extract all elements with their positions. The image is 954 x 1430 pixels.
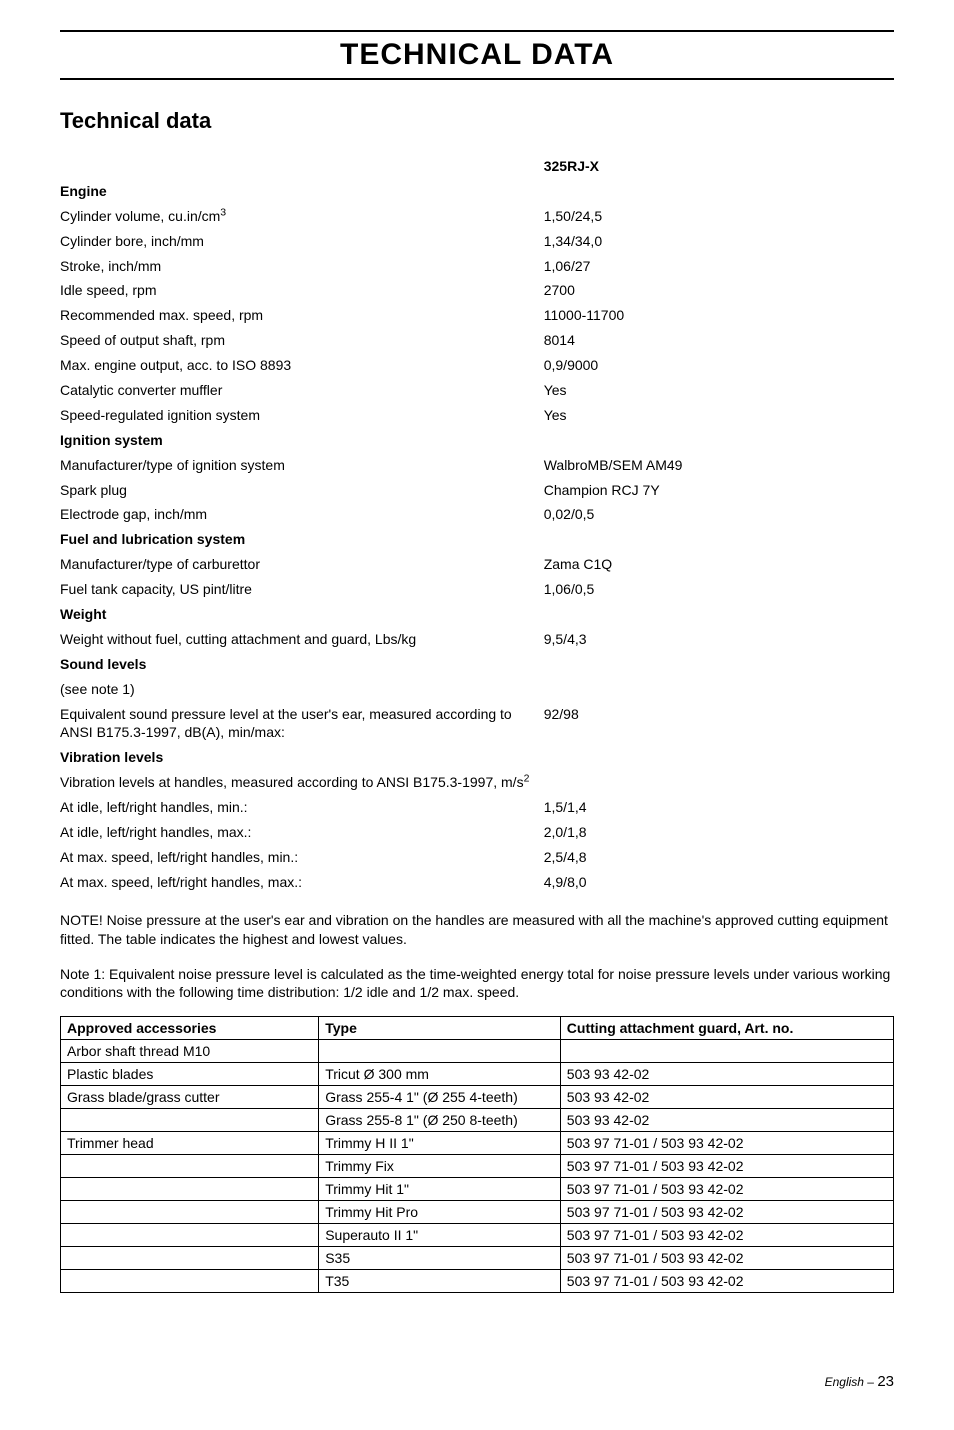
acc-cell: Trimmer head	[61, 1132, 319, 1155]
acc-cell: 503 93 42-02	[560, 1063, 893, 1086]
acc-cell	[61, 1155, 319, 1178]
acc-cell	[61, 1178, 319, 1201]
spec-row-label: At max. speed, left/right handles, min.:	[60, 845, 544, 870]
acc-col-header: Type	[319, 1017, 561, 1040]
acc-cell	[61, 1270, 319, 1293]
acc-cell	[560, 1040, 893, 1063]
acc-cell: T35	[319, 1270, 561, 1293]
spec-row-label: Cylinder bore, inch/mm	[60, 229, 544, 254]
spec-section-heading: Weight	[60, 602, 544, 627]
spec-row-label: At idle, left/right handles, max.:	[60, 820, 544, 845]
spec-row-label: Weight without fuel, cutting attachment …	[60, 627, 544, 652]
acc-cell: Arbor shaft thread M10	[61, 1040, 319, 1063]
acc-cell: Trimmy Hit 1"	[319, 1178, 561, 1201]
spec-row-label: (see note 1)	[60, 677, 544, 702]
spec-row-label: Fuel tank capacity, US pint/litre	[60, 577, 544, 602]
spec-row-value: 1,06/0,5	[544, 577, 894, 602]
acc-cell: 503 93 42-02	[560, 1086, 893, 1109]
spec-row-label: At idle, left/right handles, min.:	[60, 795, 544, 820]
spec-row-label: Manufacturer/type of carburettor	[60, 552, 544, 577]
spec-row-value	[544, 677, 894, 702]
spec-row-value: 1,5/1,4	[544, 795, 894, 820]
spec-row-label: Vibration levels at handles, measured ac…	[60, 770, 544, 795]
spec-row-value: 8014	[544, 328, 894, 353]
spec-row-value: 11000-11700	[544, 303, 894, 328]
footer-language: English	[825, 1375, 864, 1389]
spec-row-label: Electrode gap, inch/mm	[60, 502, 544, 527]
acc-cell: 503 97 71-01 / 503 93 42-02	[560, 1155, 893, 1178]
spec-row-value: 9,5/4,3	[544, 627, 894, 652]
acc-cell: Grass 255-4 1" (Ø 255 4-teeth)	[319, 1086, 561, 1109]
acc-cell	[61, 1247, 319, 1270]
model-header: 325RJ-X	[544, 154, 894, 179]
acc-cell: S35	[319, 1247, 561, 1270]
spec-row-label: Idle speed, rpm	[60, 278, 544, 303]
spec-row-label: Manufacturer/type of ignition system	[60, 453, 544, 478]
spec-section-heading: Fuel and lubrication system	[60, 527, 544, 552]
note-text: NOTE! Noise pressure at the user's ear a…	[60, 911, 894, 949]
acc-cell	[61, 1224, 319, 1247]
spec-row-value: 1,06/27	[544, 254, 894, 279]
spec-row-value: WalbroMB/SEM AM49	[544, 453, 894, 478]
spec-row-value: Yes	[544, 378, 894, 403]
acc-cell: 503 97 71-01 / 503 93 42-02	[560, 1132, 893, 1155]
footer-separator: –	[864, 1375, 877, 1389]
spec-section-heading: Engine	[60, 179, 544, 204]
spec-row-label: Speed of output shaft, rpm	[60, 328, 544, 353]
spec-row-label: Cylinder volume, cu.in/cm3	[60, 204, 544, 229]
acc-col-header: Cutting attachment guard, Art. no.	[560, 1017, 893, 1040]
spec-row-value: Champion RCJ 7Y	[544, 478, 894, 503]
acc-cell: 503 97 71-01 / 503 93 42-02	[560, 1224, 893, 1247]
spec-section-heading: Sound levels	[60, 652, 544, 677]
note-text: Note 1: Equivalent noise pressure level …	[60, 965, 894, 1003]
spec-row-label: At max. speed, left/right handles, max.:	[60, 870, 544, 895]
acc-cell: Trimmy H II 1"	[319, 1132, 561, 1155]
spec-row-label: Catalytic converter muffler	[60, 378, 544, 403]
acc-cell: Tricut Ø 300 mm	[319, 1063, 561, 1086]
section-subtitle: Technical data	[60, 108, 894, 134]
spec-row-label: Max. engine output, acc. to ISO 8893	[60, 353, 544, 378]
spec-row-label: Speed-regulated ignition system	[60, 403, 544, 428]
acc-cell: Superauto II 1"	[319, 1224, 561, 1247]
spec-table: 325RJ-X EngineCylinder volume, cu.in/cm3…	[60, 154, 894, 895]
spec-row-value: 0,9/9000	[544, 353, 894, 378]
spec-section-heading: Vibration levels	[60, 745, 544, 770]
spec-row-value: 1,34/34,0	[544, 229, 894, 254]
acc-cell: Grass blade/grass cutter	[61, 1086, 319, 1109]
acc-cell	[319, 1040, 561, 1063]
acc-cell: 503 97 71-01 / 503 93 42-02	[560, 1270, 893, 1293]
spec-row-value: Yes	[544, 403, 894, 428]
spec-row-value: 92/98	[544, 702, 894, 746]
spec-row-value: 2,0/1,8	[544, 820, 894, 845]
acc-cell: Trimmy Fix	[319, 1155, 561, 1178]
spec-row-value: 2,5/4,8	[544, 845, 894, 870]
spec-row-value: 1,50/24,5	[544, 204, 894, 229]
acc-cell: Grass 255-8 1" (Ø 250 8-teeth)	[319, 1109, 561, 1132]
acc-cell: Plastic blades	[61, 1063, 319, 1086]
acc-cell: 503 97 71-01 / 503 93 42-02	[560, 1247, 893, 1270]
accessories-table: Approved accessories Type Cutting attach…	[60, 1016, 894, 1293]
spec-row-label: Stroke, inch/mm	[60, 254, 544, 279]
acc-cell: 503 97 71-01 / 503 93 42-02	[560, 1178, 893, 1201]
acc-cell	[61, 1109, 319, 1132]
spec-row-label: Spark plug	[60, 478, 544, 503]
spec-row-label: Recommended max. speed, rpm	[60, 303, 544, 328]
spec-row-value: Zama C1Q	[544, 552, 894, 577]
acc-cell: Trimmy Hit Pro	[319, 1201, 561, 1224]
spec-row-label: Equivalent sound pressure level at the u…	[60, 702, 544, 746]
acc-cell: 503 97 71-01 / 503 93 42-02	[560, 1201, 893, 1224]
spec-row-value: 2700	[544, 278, 894, 303]
acc-col-header: Approved accessories	[61, 1017, 319, 1040]
spec-row-value	[544, 770, 894, 795]
footer-page-number: 23	[877, 1373, 894, 1390]
page-footer: English – 23	[60, 1373, 894, 1390]
page-title: TECHNICAL DATA	[60, 32, 894, 78]
spec-row-value: 4,9/8,0	[544, 870, 894, 895]
acc-cell	[61, 1201, 319, 1224]
acc-cell: 503 93 42-02	[560, 1109, 893, 1132]
spec-row-value: 0,02/0,5	[544, 502, 894, 527]
spec-section-heading: Ignition system	[60, 428, 544, 453]
